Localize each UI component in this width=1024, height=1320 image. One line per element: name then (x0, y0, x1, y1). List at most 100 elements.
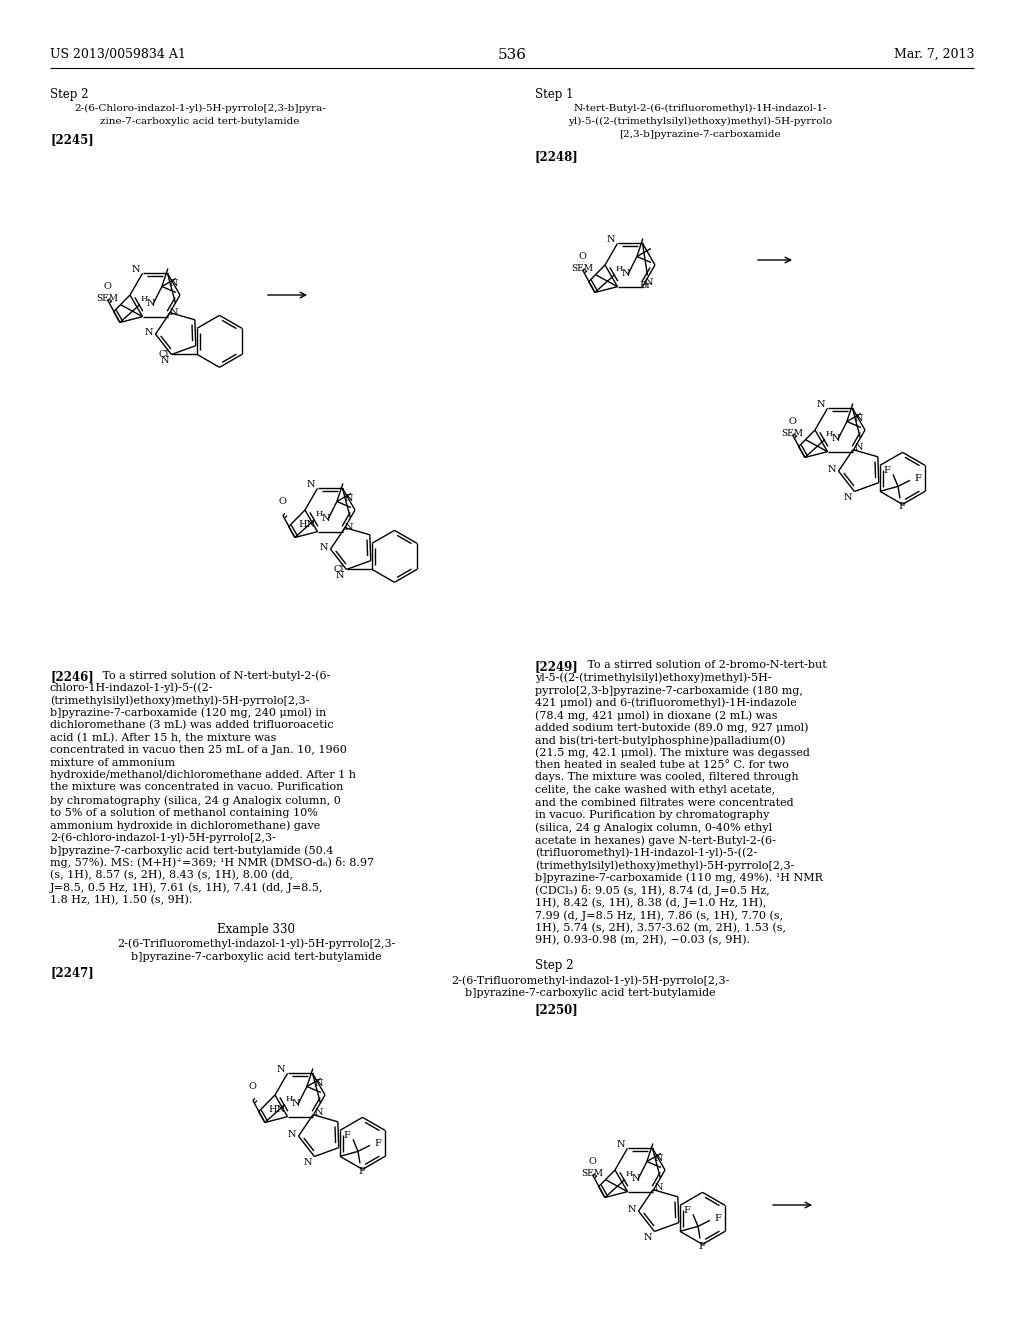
Text: Step 1: Step 1 (535, 88, 573, 102)
Text: (78.4 mg, 421 μmol) in dioxane (2 mL) was: (78.4 mg, 421 μmol) in dioxane (2 mL) wa… (535, 710, 777, 721)
Text: by chromatography (silica, 24 g Analogix column, 0: by chromatography (silica, 24 g Analogix… (50, 795, 341, 805)
Text: N: N (654, 1155, 663, 1163)
Text: pyrrolo[2,3-b]pyrazine-7-carboxamide (180 mg,: pyrrolo[2,3-b]pyrazine-7-carboxamide (18… (535, 685, 803, 696)
Text: then heated in sealed tube at 125° C. for two: then heated in sealed tube at 125° C. fo… (535, 760, 788, 770)
Text: N: N (344, 523, 353, 532)
Text: N: N (321, 543, 329, 552)
Text: mixture of ammonium: mixture of ammonium (50, 758, 175, 767)
Text: SEM: SEM (781, 429, 804, 438)
Text: Step 2: Step 2 (50, 88, 88, 102)
Text: F: F (714, 1214, 721, 1222)
Text: ammonium hydroxide in dichloromethane) gave: ammonium hydroxide in dichloromethane) g… (50, 820, 321, 830)
Text: N: N (854, 444, 863, 453)
Text: F: F (698, 1242, 706, 1251)
Text: N: N (278, 1065, 286, 1074)
Text: N: N (644, 279, 653, 288)
Text: N: N (654, 1183, 663, 1192)
Text: hydroxide/methanol/dichloromethane added. After 1 h: hydroxide/methanol/dichloromethane added… (50, 770, 356, 780)
Text: F: F (358, 1167, 366, 1176)
Text: [2247]: [2247] (50, 966, 94, 979)
Text: concentrated in vacuo then 25 mL of a Jan. 10, 1960: concentrated in vacuo then 25 mL of a Ja… (50, 744, 347, 755)
Text: Cl: Cl (334, 565, 344, 574)
Text: b]pyrazine-7-carboxylic acid tert-butylamide: b]pyrazine-7-carboxylic acid tert-butyla… (131, 952, 381, 961)
Text: H: H (626, 1171, 633, 1179)
Text: N: N (314, 1080, 323, 1089)
Text: b]pyrazine-7-carboxylic acid tert-butylamide (50.4: b]pyrazine-7-carboxylic acid tert-butyla… (50, 845, 334, 855)
Text: 1H), 8.42 (s, 1H), 8.38 (d, J=1.0 Hz, 1H),: 1H), 8.42 (s, 1H), 8.38 (d, J=1.0 Hz, 1H… (535, 898, 766, 908)
Text: [2249]: [2249] (535, 660, 579, 673)
Text: b]pyrazine-7-carboxamide (110 mg, 49%). ¹H NMR: b]pyrazine-7-carboxamide (110 mg, 49%). … (535, 873, 823, 883)
Text: [2248]: [2248] (535, 150, 579, 162)
Text: N: N (322, 513, 331, 523)
Text: H: H (286, 1096, 293, 1104)
Text: H: H (615, 265, 624, 273)
Text: N: N (854, 414, 863, 424)
Text: 2-(6-Trifluoromethyl-indazol-1-yl)-5H-pyrrolo[2,3-: 2-(6-Trifluoromethyl-indazol-1-yl)-5H-py… (451, 975, 729, 986)
Text: Example 330: Example 330 (217, 923, 295, 936)
Text: F: F (883, 466, 890, 475)
Text: J=8.5, 0.5 Hz, 1H), 7.61 (s, 1H), 7.41 (dd, J=8.5,: J=8.5, 0.5 Hz, 1H), 7.61 (s, 1H), 7.41 (… (50, 883, 324, 894)
Text: O: O (788, 417, 797, 426)
Text: the mixture was concentrated in vacuo. Purification: the mixture was concentrated in vacuo. P… (50, 783, 343, 792)
Text: acetate in hexanes) gave N-tert-Butyl-2-(6-: acetate in hexanes) gave N-tert-Butyl-2-… (535, 836, 776, 846)
Text: SEM: SEM (582, 1168, 603, 1177)
Text: N: N (632, 1173, 640, 1183)
Text: (trimethylsilyl)ethoxy)methyl)-5H-pyrrolo[2,3-: (trimethylsilyl)ethoxy)methyl)-5H-pyrrol… (535, 861, 795, 871)
Text: 1.8 Hz, 1H), 1.50 (s, 9H).: 1.8 Hz, 1H), 1.50 (s, 9H). (50, 895, 193, 906)
Text: yl)-5-((2-(trimethylsilyl)ethoxy)methyl)-5H-pyrrolo: yl)-5-((2-(trimethylsilyl)ethoxy)methyl)… (568, 117, 833, 127)
Text: (CDCl₃) δ: 9.05 (s, 1H), 8.74 (d, J=0.5 Hz,: (CDCl₃) δ: 9.05 (s, 1H), 8.74 (d, J=0.5 … (535, 884, 770, 896)
Text: and bis(tri-tert-butylphosphine)palladium(0): and bis(tri-tert-butylphosphine)palladiu… (535, 735, 785, 746)
Text: N: N (622, 269, 631, 279)
Text: 536: 536 (498, 48, 526, 62)
Text: SEM: SEM (571, 264, 594, 273)
Text: N: N (170, 308, 178, 317)
Text: O: O (249, 1082, 257, 1092)
Text: SEM: SEM (96, 293, 119, 302)
Text: N: N (844, 494, 852, 503)
Text: N: N (336, 572, 344, 581)
Text: N: N (132, 265, 140, 273)
Text: 1H), 5.74 (s, 2H), 3.57-3.62 (m, 2H), 1.53 (s,: 1H), 5.74 (s, 2H), 3.57-3.62 (m, 2H), 1.… (535, 923, 786, 933)
Text: Mar. 7, 2013: Mar. 7, 2013 (894, 48, 974, 61)
Text: 2-(6-chloro-indazol-1-yl)-5H-pyrrolo[2,3-: 2-(6-chloro-indazol-1-yl)-5H-pyrrolo[2,3… (50, 833, 275, 843)
Text: yl-5-((2-(trimethylsilyl)ethoxy)methyl)-5H-: yl-5-((2-(trimethylsilyl)ethoxy)methyl)-… (535, 672, 772, 682)
Text: H: H (141, 296, 148, 304)
Text: O: O (589, 1158, 597, 1166)
Text: dichloromethane (3 mL) was added trifluoroacetic: dichloromethane (3 mL) was added trifluo… (50, 719, 334, 730)
Text: N: N (288, 1130, 297, 1139)
Text: N: N (817, 400, 825, 409)
Text: added sodium tert-butoxide (89.0 mg, 927 μmol): added sodium tert-butoxide (89.0 mg, 927… (535, 722, 809, 733)
Text: O: O (579, 252, 587, 261)
Text: and the combined filtrates were concentrated: and the combined filtrates were concentr… (535, 797, 794, 808)
Text: 9H), 0.93-0.98 (m, 2H), −0.03 (s, 9H).: 9H), 0.93-0.98 (m, 2H), −0.03 (s, 9H). (535, 935, 751, 945)
Text: F: F (898, 503, 905, 511)
Text: N: N (628, 1205, 637, 1213)
Text: in vacuo. Purification by chromatography: in vacuo. Purification by chromatography (535, 810, 769, 820)
Text: (s, 1H), 8.57 (s, 2H), 8.43 (s, 1H), 8.00 (dd,: (s, 1H), 8.57 (s, 2H), 8.43 (s, 1H), 8.0… (50, 870, 293, 880)
Text: chloro-1H-indazol-1-yl)-5-((2-: chloro-1H-indazol-1-yl)-5-((2- (50, 682, 213, 693)
Text: mg, 57%). MS: (M+H)⁺=369; ¹H NMR (DMSO-d₆) δ: 8.97: mg, 57%). MS: (M+H)⁺=369; ¹H NMR (DMSO-d… (50, 858, 374, 869)
Text: days. The mixture was cooled, filtered through: days. The mixture was cooled, filtered t… (535, 772, 799, 783)
Text: b]pyrazine-7-carboxamide (120 mg, 240 μmol) in: b]pyrazine-7-carboxamide (120 mg, 240 μm… (50, 708, 327, 718)
Text: Cl: Cl (159, 350, 169, 359)
Text: N: N (344, 495, 353, 503)
Text: N: N (607, 235, 615, 244)
Text: [2250]: [2250] (535, 1003, 579, 1016)
Text: N: N (292, 1100, 300, 1107)
Text: Step 2: Step 2 (535, 960, 573, 973)
Text: N: N (146, 300, 156, 308)
Text: (trimethylsilyl)ethoxy)methyl)-5H-pyrrolo[2,3-: (trimethylsilyl)ethoxy)methyl)-5H-pyrrol… (50, 696, 309, 706)
Text: 421 μmol) and 6-(trifluoromethyl)-1H-indazole: 421 μmol) and 6-(trifluoromethyl)-1H-ind… (535, 697, 797, 708)
Text: To a stirred solution of N-tert-butyl-2-(6-: To a stirred solution of N-tert-butyl-2-… (92, 671, 331, 681)
Text: acid (1 mL). After 15 h, the mixture was: acid (1 mL). After 15 h, the mixture was (50, 733, 276, 743)
Text: F: F (343, 1131, 350, 1140)
Text: b]pyrazine-7-carboxylic acid tert-butylamide: b]pyrazine-7-carboxylic acid tert-butyla… (465, 989, 716, 998)
Text: HN: HN (268, 1105, 286, 1114)
Text: H: H (315, 511, 324, 519)
Text: H: H (826, 430, 834, 438)
Text: (silica, 24 g Analogix column, 0-40% ethyl: (silica, 24 g Analogix column, 0-40% eth… (535, 822, 772, 833)
Text: N: N (314, 1109, 323, 1117)
Text: 2-(6-Trifluoromethyl-indazol-1-yl)-5H-pyrrolo[2,3-: 2-(6-Trifluoromethyl-indazol-1-yl)-5H-py… (117, 939, 395, 949)
Text: to 5% of a solution of methanol containing 10%: to 5% of a solution of methanol containi… (50, 808, 317, 817)
Text: (trifluoromethyl)-1H-indazol-1-yl)-5-((2-: (trifluoromethyl)-1H-indazol-1-yl)-5-((2… (535, 847, 758, 858)
